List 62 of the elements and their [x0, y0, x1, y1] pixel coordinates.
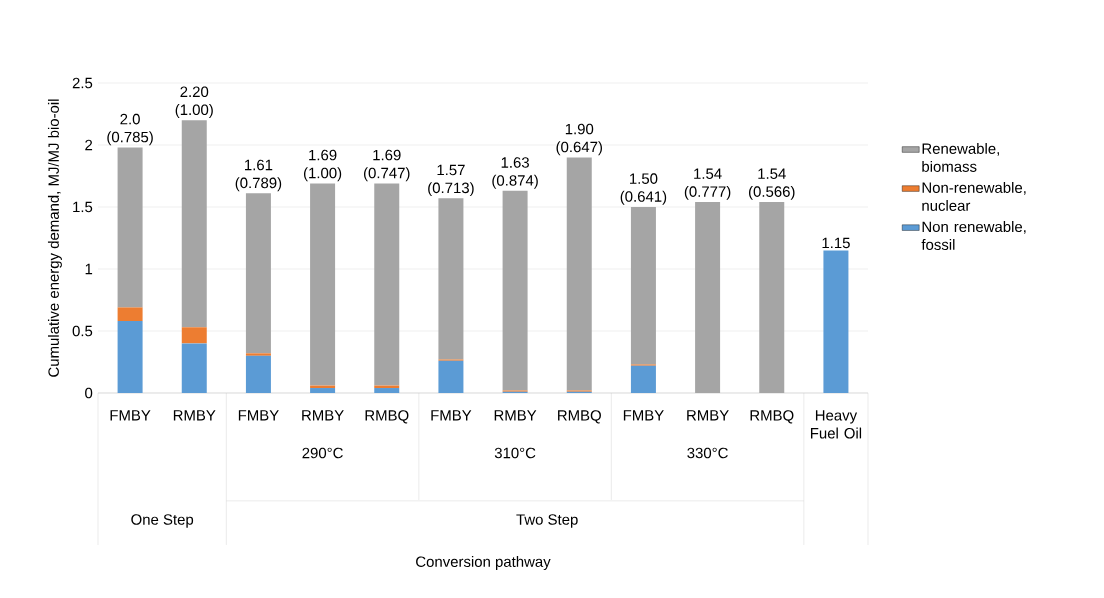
x-tick-label: RMBQ	[750, 410, 794, 424]
total-label: 1.54 (0.777)	[684, 168, 731, 200]
y-tick-label: 1.5	[73, 201, 93, 213]
y-axis-title: Cumulative energy demand, MJ/MJ bio-oil	[47, 99, 62, 377]
x-tick-label: FMBY	[110, 410, 151, 421]
bar	[438, 360, 464, 393]
total-label: 2.20 (1.00)	[175, 86, 213, 118]
bar	[438, 198, 464, 360]
total-label: 1.15	[822, 237, 850, 249]
x-tick-label: RMBY	[687, 410, 729, 421]
text: 330°C	[687, 447, 728, 459]
x-tick-label: FMBY	[431, 410, 472, 421]
text: 310°C	[494, 447, 536, 459]
text: 290°C	[302, 447, 343, 459]
bar	[759, 202, 785, 393]
x-tick-label: RMBY	[494, 410, 537, 421]
y-tick-label: 1	[85, 263, 93, 275]
bar	[630, 206, 656, 365]
x-tick-label: FMBY	[623, 410, 664, 421]
legend-label: Non renewable, fossil	[921, 221, 1026, 250]
total-label: 1.63 (0.874)	[492, 157, 538, 189]
total-label: 1.90 (0.647)	[556, 123, 602, 156]
bar	[310, 388, 336, 393]
x-tick-label: Heavy Fuel Oil	[810, 410, 862, 439]
bar	[374, 388, 400, 393]
bar	[181, 343, 207, 393]
bar	[695, 202, 721, 393]
text: Conversion pathway	[416, 556, 551, 570]
legend-label: Renewable, biomass	[922, 142, 999, 172]
x-tick-label: RMBQ	[558, 410, 601, 424]
y-tick-label: 0	[85, 387, 93, 399]
bar	[117, 321, 143, 393]
text: One Step	[131, 514, 194, 528]
total-label: 1.69 (0.747)	[364, 149, 410, 182]
x-tick-label: FMBY	[238, 410, 279, 421]
x-tick-label: RMBQ	[365, 410, 409, 424]
bar	[181, 327, 207, 344]
bar	[245, 353, 271, 356]
bar	[181, 120, 207, 328]
y-tick-label: 2	[85, 139, 93, 151]
total-label: 1.50 (0.641)	[620, 173, 667, 205]
y-tick-label: 0.5	[72, 325, 93, 337]
bar	[310, 183, 336, 386]
bar	[117, 307, 143, 322]
legend-label: Non-renewable, nuclear	[922, 182, 1026, 211]
bar	[630, 365, 656, 393]
bar	[117, 147, 143, 308]
bar	[566, 157, 592, 391]
bar	[374, 183, 400, 386]
total-label: 1.69 (1.00)	[303, 149, 342, 182]
bar	[245, 193, 271, 354]
bar	[502, 190, 528, 391]
x-tick-label: RMBY	[302, 410, 344, 421]
text: Two Step	[516, 514, 578, 528]
total-label: 1.61 (0.789)	[235, 159, 282, 192]
x-tick-label: RMBY	[173, 410, 216, 421]
total-label: 1.54 (0.566)	[749, 168, 795, 200]
y-tick-label: 2.5	[72, 77, 93, 89]
bar	[823, 250, 849, 393]
total-label: 1.57 (0.713)	[428, 164, 474, 197]
bar	[245, 355, 271, 393]
total-label: 2.0 (0.785)	[107, 113, 153, 146]
